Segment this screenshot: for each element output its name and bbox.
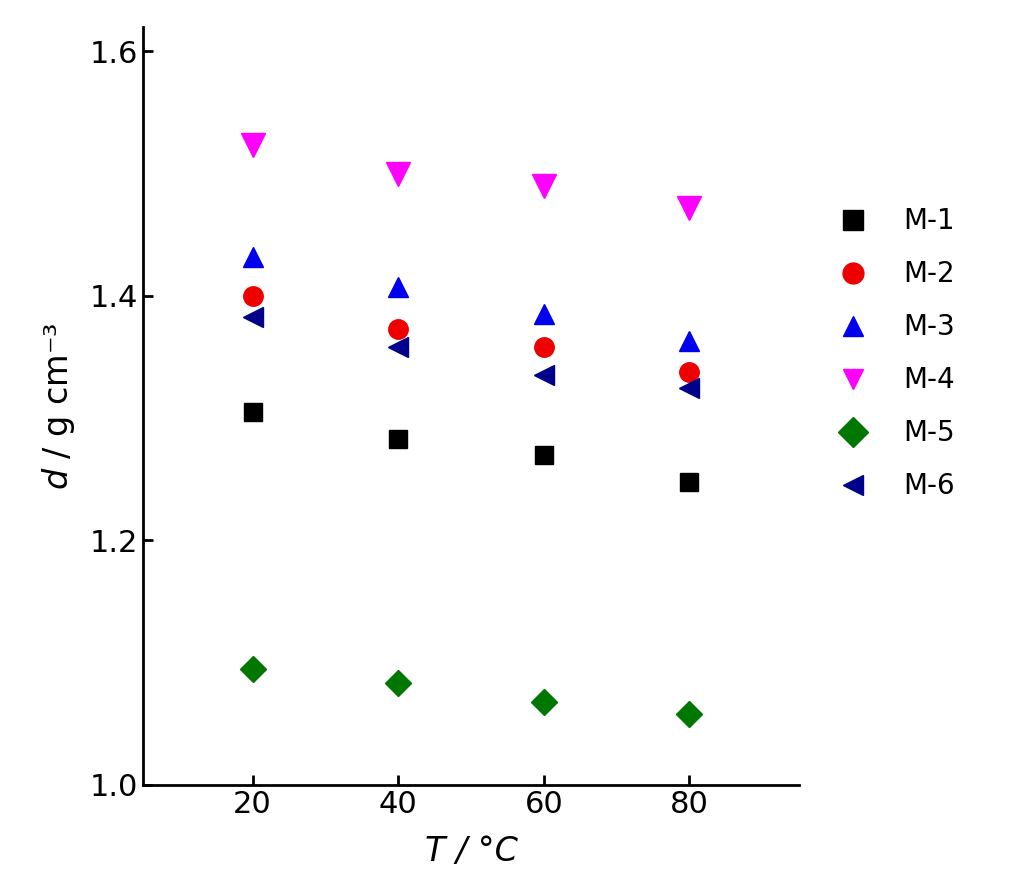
- Line: M-6: M-6: [242, 306, 700, 398]
- M-1: [538, 450, 550, 460]
- Line: M-4: M-4: [241, 134, 701, 219]
- M-4: [247, 140, 259, 151]
- M-1: [392, 434, 404, 444]
- M-5: [538, 697, 550, 707]
- M-4: [392, 169, 404, 179]
- M-3: [247, 252, 259, 262]
- X-axis label: T / °C: T / °C: [425, 836, 517, 869]
- M-4: [683, 202, 695, 213]
- M-3: [538, 309, 550, 319]
- M-2: [392, 324, 404, 334]
- Line: M-3: M-3: [242, 246, 700, 351]
- M-6: [247, 311, 259, 322]
- Legend: M-1, M-2, M-3, M-4, M-5, M-6: M-1, M-2, M-3, M-4, M-5, M-6: [825, 208, 955, 500]
- M-1: [683, 476, 695, 487]
- M-1: [247, 407, 259, 417]
- M-6: [392, 342, 404, 352]
- M-5: [247, 664, 259, 674]
- M-6: [538, 370, 550, 381]
- M-6: [683, 382, 695, 392]
- M-2: [683, 367, 695, 377]
- M-3: [392, 282, 404, 293]
- M-5: [392, 678, 404, 689]
- M-4: [538, 180, 550, 191]
- M-2: [247, 291, 259, 301]
- Line: M-1: M-1: [244, 403, 698, 491]
- Line: M-5: M-5: [244, 660, 698, 723]
- M-5: [683, 708, 695, 719]
- Text: $\it{d}$ / g cm⁻³: $\it{d}$ / g cm⁻³: [40, 322, 77, 490]
- M-2: [538, 342, 550, 352]
- Line: M-2: M-2: [243, 286, 699, 382]
- M-3: [683, 335, 695, 346]
